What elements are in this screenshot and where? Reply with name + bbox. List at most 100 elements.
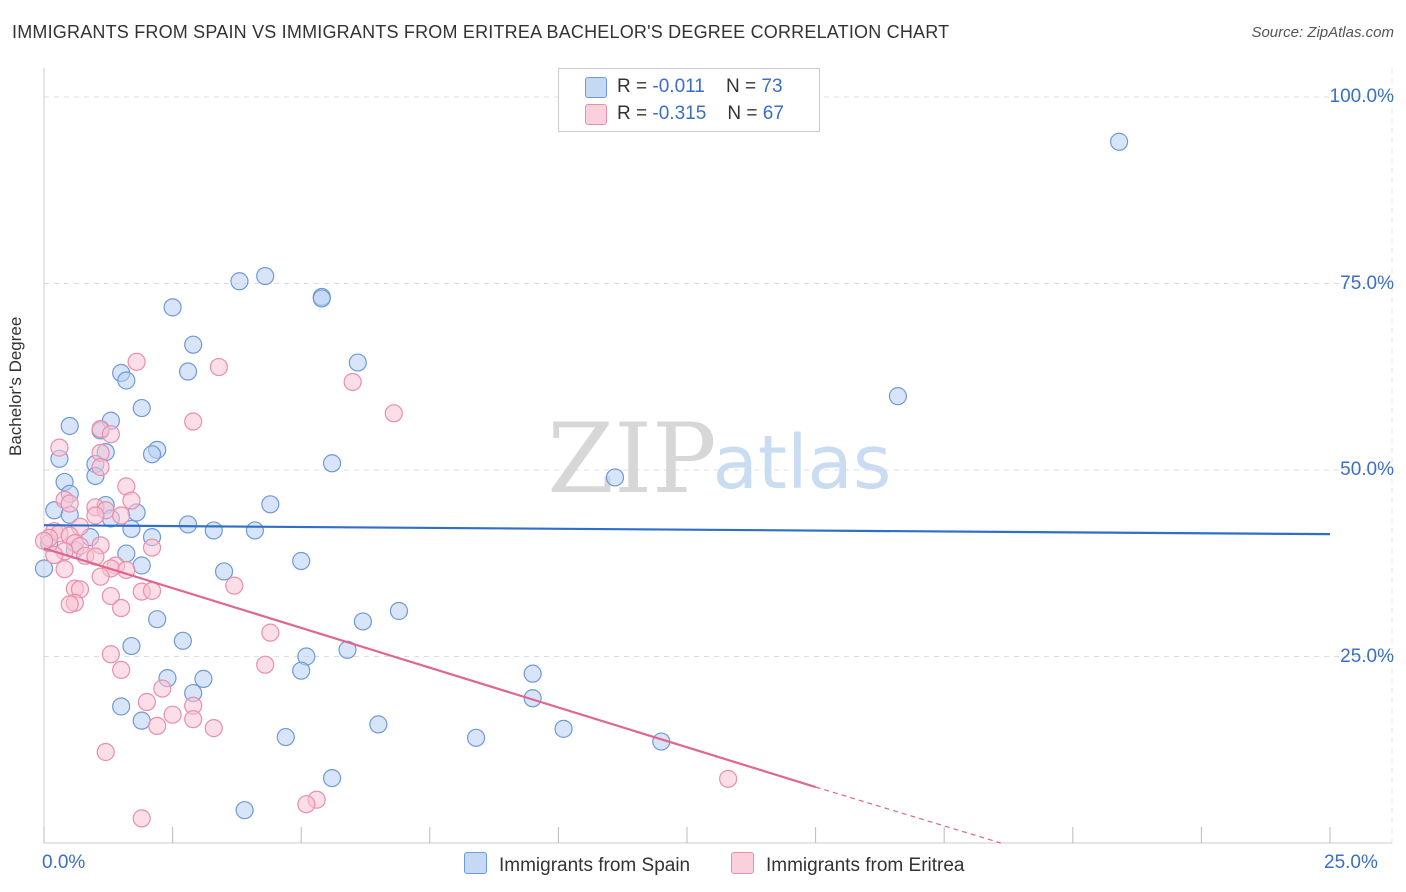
point-spain-59 (132, 711, 151, 730)
point-spain-61 (554, 719, 573, 738)
point-spain-52 (292, 661, 311, 680)
point-spain-55 (194, 669, 213, 688)
series-legend-eritrea[interactable]: Immigrants from Eritrea (731, 852, 964, 877)
legend-swatch-eritrea (585, 104, 607, 125)
source-label: Source: ZipAtlas.com (1251, 24, 1394, 41)
point-spain-1 (256, 266, 275, 286)
point-eritrea-50 (153, 679, 172, 698)
legend-n-value-spain: 73 (761, 76, 783, 97)
series-legend-label-eritrea: Immigrants from Eritrea (766, 855, 965, 876)
point-eritrea-42 (101, 586, 120, 606)
point-eritrea-53 (163, 705, 182, 724)
point-spain-34 (245, 521, 265, 540)
trend-line-spain (43, 524, 1331, 536)
x-tick-label-min: 0.0% (42, 852, 86, 873)
trend-line-eritrea (43, 547, 816, 789)
legend-r-value-spain: -0.011 (652, 76, 705, 97)
point-eritrea-17 (112, 506, 131, 525)
y-tick-label-100: 100.0% (1329, 86, 1394, 107)
legend-n-label-eritrea: N = (727, 103, 758, 124)
y-tick-label-50: 50.0% (1340, 459, 1394, 480)
point-spain-23 (605, 468, 625, 487)
point-spain-58 (112, 697, 131, 716)
point-spain-2 (230, 272, 249, 291)
point-spain-47 (353, 612, 373, 631)
point-eritrea-27 (142, 538, 162, 557)
point-spain-12 (132, 398, 151, 418)
series-legend-spain[interactable]: Immigrants from Spain (464, 852, 690, 877)
point-spain-49 (173, 631, 192, 650)
point-spain-41 (292, 551, 311, 571)
series-legend-label-spain: Immigrants from Spain (499, 855, 691, 876)
grid-lines (44, 96, 1392, 657)
point-eritrea-54 (184, 710, 203, 729)
trend-lines (43, 524, 1331, 844)
point-spain-27 (261, 495, 280, 514)
point-eritrea-13 (60, 494, 79, 513)
point-eritrea-48 (256, 655, 275, 674)
point-eritrea-44 (60, 595, 79, 614)
point-eritrea-2 (343, 372, 362, 392)
point-eritrea-45 (112, 598, 131, 618)
point-eritrea-61 (132, 809, 151, 828)
legend-r-label-eritrea: R = (617, 103, 648, 124)
point-spain-6 (184, 335, 203, 354)
point-eritrea-41 (142, 581, 162, 600)
point-spain-46 (148, 610, 167, 629)
point-spain-66 (235, 801, 254, 820)
point-spain-44 (34, 559, 54, 578)
point-spain-32 (178, 515, 198, 534)
point-eritrea-4 (184, 412, 203, 431)
point-eritrea-23 (34, 531, 54, 550)
point-eritrea-9 (91, 457, 110, 477)
point-eritrea-3 (384, 404, 403, 423)
watermark-zip: ZIP (547, 403, 716, 515)
point-spain-42 (132, 556, 151, 575)
point-eritrea-47 (101, 645, 120, 664)
correlation-legend: R = -0.011 N = 73 R = -0.315 N = 67 (558, 68, 820, 132)
point-spain-10 (117, 371, 136, 390)
chart-title: IMMIGRANTS FROM SPAIN VS IMMIGRANTS FROM… (12, 22, 950, 42)
legend-swatch-spain (585, 77, 607, 98)
legend-n-label-spain: N = (725, 76, 757, 97)
point-spain-21 (322, 454, 342, 473)
point-eritrea-55 (148, 716, 167, 735)
series-eritrea-points (34, 352, 738, 828)
trend-line-eritrea-extension (815, 786, 1001, 844)
point-eritrea-46 (261, 623, 280, 642)
point-spain-57 (523, 689, 542, 708)
point-eritrea-35 (55, 560, 74, 579)
legend-n-value-eritrea: 67 (762, 103, 784, 124)
watermark: ZIP atlas (547, 403, 891, 515)
point-spain-5 (163, 298, 182, 317)
point-spain-14 (60, 416, 79, 436)
point-spain-7 (348, 353, 367, 372)
point-spain-33 (204, 521, 223, 540)
point-eritrea-49 (112, 660, 131, 680)
watermark-atlas: atlas (713, 420, 892, 506)
point-eritrea-7 (50, 438, 69, 457)
point-eritrea-0 (127, 352, 146, 371)
series-legend-swatch-spain (464, 852, 487, 874)
point-eritrea-1 (209, 357, 228, 377)
x-tick-label-max: 25.0% (1324, 852, 1378, 873)
point-spain-0 (1109, 132, 1129, 151)
y-tick-label-75: 75.0% (1340, 272, 1394, 294)
point-eritrea-6 (101, 425, 120, 444)
point-spain-48 (122, 636, 141, 656)
legend-r-value-eritrea: -0.315 (652, 103, 707, 124)
point-eritrea-56 (204, 719, 223, 738)
point-spain-60 (369, 715, 388, 734)
point-spain-43 (214, 562, 234, 581)
point-spain-62 (276, 727, 295, 747)
series-legend-swatch-eritrea (731, 852, 754, 874)
axes (43, 68, 1393, 844)
point-spain-65 (322, 768, 342, 788)
point-spain-18 (142, 445, 162, 464)
point-eritrea-16 (86, 506, 105, 525)
point-eritrea-51 (137, 692, 156, 712)
point-spain-11 (888, 387, 908, 406)
point-spain-45 (389, 601, 409, 621)
point-eritrea-36 (91, 567, 110, 586)
